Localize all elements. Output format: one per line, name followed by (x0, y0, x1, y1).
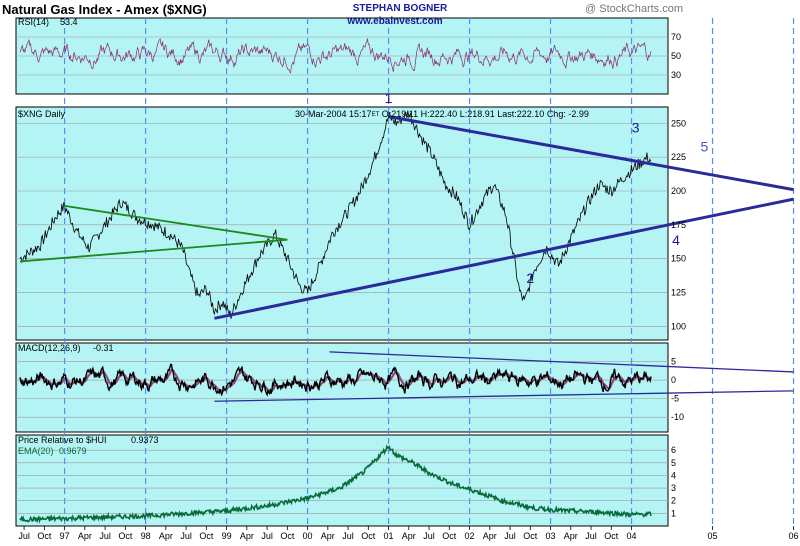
relative-ytick-label: 3 (671, 483, 676, 493)
relative-ytick-label: 4 (671, 470, 676, 480)
x-tick-label: 04 (627, 531, 637, 541)
x-tick-label: Jul (504, 531, 516, 541)
macd-ytick-label: 0 (671, 375, 676, 385)
price-panel-bg (15, 106, 669, 341)
macd-channel-line (214, 390, 794, 402)
macd-ytick-label: -10 (671, 412, 684, 422)
chart-panels (15, 17, 669, 527)
relative-ytick-label: 6 (671, 445, 676, 455)
wave-label: 4 (672, 232, 680, 248)
price-quote-last: Last:222.10 (497, 109, 544, 119)
ema-title: EMA(20) (18, 446, 54, 456)
green-trendline (64, 204, 288, 241)
rsi-line (19, 38, 652, 74)
x-tick-label: 02 (465, 531, 475, 541)
price-ytick-label: 200 (671, 186, 686, 196)
wave-label: 2 (526, 270, 534, 286)
macd-line (19, 363, 652, 398)
chart-series (19, 38, 652, 524)
author-name: STEPHAN BOGNER (353, 3, 448, 14)
x-tick-label: Apr (159, 531, 173, 541)
price-quote-high: H:222.40 (421, 109, 458, 119)
x-tick-label: Apr (321, 531, 335, 541)
ema-last-value: 0.9679 (59, 446, 87, 456)
macd-title: MACD(12,26,9) (18, 343, 81, 353)
price-quote-chg: Chg: -2.99 (547, 109, 589, 119)
price-ytick-label: 175 (671, 220, 686, 230)
x-tick-label: Apr (564, 531, 578, 541)
relative-panel-bg (15, 434, 669, 527)
x-tick-label: Apr (402, 531, 416, 541)
x-tick-label: Oct (37, 531, 52, 541)
x-tick-label: Apr (240, 531, 254, 541)
wave-label: 3 (632, 120, 640, 136)
x-tick-label: Jul (99, 531, 111, 541)
x-tick-label: Jul (180, 531, 192, 541)
wave-label: 5 (701, 139, 709, 155)
x-tick-label: Jul (261, 531, 273, 541)
price-quote-low: L:218.91 (460, 109, 495, 119)
x-tick-label: Oct (523, 531, 538, 541)
blue-trendline (388, 115, 794, 192)
chart-title: Natural Gas Index - Amex ($XNG) (2, 2, 207, 17)
x-tick-label: Jul (18, 531, 30, 541)
x-tick-label: Oct (442, 531, 457, 541)
x-tick-label: Jul (342, 531, 354, 541)
author-url: www.ebainvest.com (346, 16, 442, 27)
macd-ytick-label: -5 (671, 394, 679, 404)
x-tick-label: Jul (423, 531, 435, 541)
relative-ytick-label: 2 (671, 496, 676, 506)
rsi-title: RSI(14) (18, 17, 49, 27)
stockcharts-credit: @ StockCharts.com (585, 3, 683, 15)
x-tick-label: Apr (483, 531, 497, 541)
price-quote: 30-Mar-2004 15:17ET O:219.11 H:222.40 L:… (295, 109, 589, 119)
x-tick-label: Oct (280, 531, 295, 541)
x-tick-label: 01 (384, 531, 394, 541)
price-quote-tz: ET (372, 112, 380, 118)
chart-grid (16, 18, 795, 530)
price-quote-date: 30-Mar-2004 15:17 (295, 109, 372, 119)
relative-ytick-label: 5 (671, 458, 676, 468)
relative-ytick-label: 1 (671, 508, 676, 518)
relative-title: Price Relative to $HUI (18, 435, 107, 445)
x-tick-label: Oct (199, 531, 214, 541)
x-tick-label: 00 (303, 531, 313, 541)
x-tick-label: 98 (141, 531, 151, 541)
x-tick-label: Oct (604, 531, 619, 541)
price-ytick-label: 100 (671, 321, 686, 331)
macd-last-value: -0.31 (93, 343, 114, 353)
x-tick-label: Oct (118, 531, 133, 541)
rsi-ytick-label: 30 (671, 70, 681, 80)
x-tick-label: 06 (789, 531, 799, 541)
price-ytick-label: 225 (671, 152, 686, 162)
relative-last-value: 0.9373 (131, 435, 159, 445)
x-tick-label: 97 (60, 531, 70, 541)
wave-label: 1 (385, 90, 393, 106)
price-ytick-label: 150 (671, 254, 686, 264)
x-tick-label: Oct (361, 531, 376, 541)
x-tick-label: Apr (78, 531, 92, 541)
chart-overlays (19, 115, 794, 402)
price-quote-open: O:219.11 (382, 109, 418, 119)
price-ytick-label: 125 (671, 288, 686, 298)
price-ytick-label: 250 (671, 118, 686, 128)
x-tick-label: 05 (708, 531, 718, 541)
x-tick-label: Jul (585, 531, 597, 541)
price-line (19, 110, 652, 319)
price-title: $XNG Daily (18, 109, 66, 119)
x-tick-label: 03 (546, 531, 556, 541)
macd-ytick-label: 5 (671, 357, 676, 367)
relative-line (19, 444, 652, 524)
rsi-ytick-label: 50 (671, 51, 681, 61)
green-trendline (19, 238, 288, 263)
x-tick-label: 99 (222, 531, 232, 541)
blue-trendline (214, 197, 794, 320)
rsi-last-value: 53.4 (60, 17, 78, 27)
rsi-ytick-label: 70 (671, 32, 681, 42)
macd-channel-line (329, 351, 794, 373)
macd-signal-line (19, 368, 652, 393)
